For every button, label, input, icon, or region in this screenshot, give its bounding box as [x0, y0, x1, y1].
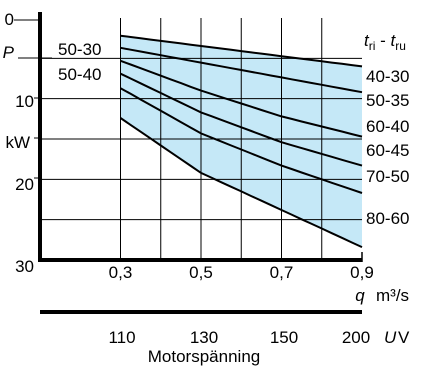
left-label-50-40: 50-40 — [58, 65, 101, 84]
series-line-40-30 — [120, 34, 363, 68]
y-tick-label: 20 — [15, 175, 34, 194]
gridlines — [40, 18, 362, 260]
y-unit-tick: kW — [5, 133, 30, 152]
left-label-50-30: 50-30 — [58, 40, 101, 59]
x2-tick-label: 130 — [190, 328, 218, 347]
legend-label-40-30: 40-30 — [366, 67, 409, 86]
y-tick-label: 30 — [15, 257, 34, 276]
x-tick-label: 0,3 — [109, 263, 133, 282]
x-axis-label: q — [355, 286, 365, 305]
y-tick-label: 10 — [15, 92, 34, 111]
series-line-60-40 — [120, 59, 363, 138]
series-line-60-45 — [120, 72, 363, 167]
x-tick-label: 0,7 — [270, 263, 294, 282]
y-axis-label: P — [3, 43, 15, 62]
x2-axis-label: U — [384, 328, 397, 347]
legend-label-60-40: 60-40 — [366, 117, 409, 136]
x2-axis-unit: V — [398, 328, 410, 347]
legend-labels: 40-30 50-35 60-40 60-45 70-50 80-60 — [366, 67, 409, 228]
x-tick-labels: 0,3 0,5 0,7 0,9 — [109, 263, 374, 282]
legend-label-60-45: 60-45 — [366, 141, 409, 160]
y-tick-label: 0 — [5, 10, 14, 29]
series-line-80-60 — [119, 117, 363, 249]
x-tick-label: 0,5 — [189, 263, 213, 282]
x2-tick-label: 110 — [108, 328, 135, 347]
legend-title: tri - tru — [364, 31, 406, 53]
legend-label-70-50: 70-50 — [366, 167, 409, 186]
x2-tick-label: 200 — [342, 328, 370, 347]
axes — [14, 12, 363, 314]
series-lines — [119, 34, 363, 249]
x2-caption: Motorspänning — [148, 347, 260, 366]
legend-label-50-35: 50-35 — [366, 91, 409, 110]
series-line-70-50 — [120, 87, 363, 194]
x2-tick-label: 150 — [270, 328, 298, 347]
x-axis-unit: m³/s — [376, 286, 409, 305]
x-tick-label: 0,9 — [350, 263, 374, 282]
series-line-50-35 — [120, 46, 363, 94]
legend-label-80-60: 80-60 — [366, 209, 409, 228]
